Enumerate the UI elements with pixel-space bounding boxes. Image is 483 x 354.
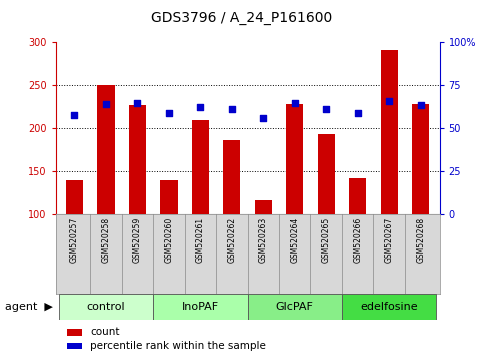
Point bbox=[322, 107, 330, 112]
Bar bbox=[192, 120, 209, 214]
Point bbox=[133, 100, 141, 105]
Point bbox=[228, 107, 236, 112]
Bar bbox=[342, 294, 436, 320]
Point bbox=[291, 100, 298, 105]
Point bbox=[197, 104, 204, 110]
Text: InoPAF: InoPAF bbox=[182, 302, 219, 312]
Point bbox=[165, 110, 173, 116]
Bar bbox=[381, 50, 398, 214]
Text: GSM520260: GSM520260 bbox=[164, 217, 173, 263]
Text: GSM520259: GSM520259 bbox=[133, 217, 142, 263]
Bar bbox=[66, 180, 83, 214]
Point bbox=[102, 102, 110, 107]
Text: GSM520262: GSM520262 bbox=[227, 217, 236, 263]
Bar bbox=[97, 85, 114, 214]
Bar bbox=[59, 294, 153, 320]
Bar bbox=[67, 330, 83, 336]
Point bbox=[385, 98, 393, 104]
Bar bbox=[412, 104, 429, 214]
Text: control: control bbox=[86, 302, 125, 312]
Point bbox=[259, 115, 267, 121]
Bar bbox=[286, 104, 303, 214]
Text: GSM520265: GSM520265 bbox=[322, 217, 331, 263]
Bar bbox=[317, 134, 335, 214]
Text: GSM520267: GSM520267 bbox=[384, 217, 394, 263]
Text: GlcPAF: GlcPAF bbox=[276, 302, 313, 312]
Text: edelfosine: edelfosine bbox=[360, 302, 418, 312]
Text: GDS3796 / A_24_P161600: GDS3796 / A_24_P161600 bbox=[151, 11, 332, 25]
Point bbox=[71, 113, 78, 118]
Point bbox=[354, 110, 362, 116]
Text: GSM520266: GSM520266 bbox=[353, 217, 362, 263]
Bar bbox=[248, 294, 342, 320]
Text: GSM520261: GSM520261 bbox=[196, 217, 205, 263]
Text: GSM520268: GSM520268 bbox=[416, 217, 425, 263]
Bar bbox=[67, 343, 83, 349]
Text: agent  ▶: agent ▶ bbox=[5, 302, 53, 312]
Bar bbox=[129, 105, 146, 214]
Bar bbox=[153, 294, 248, 320]
Text: percentile rank within the sample: percentile rank within the sample bbox=[90, 341, 266, 351]
Text: GSM520258: GSM520258 bbox=[101, 217, 111, 263]
Text: count: count bbox=[90, 327, 120, 337]
Bar bbox=[349, 178, 366, 214]
Text: GSM520257: GSM520257 bbox=[70, 217, 79, 263]
Text: GSM520264: GSM520264 bbox=[290, 217, 299, 263]
Bar bbox=[160, 180, 178, 214]
Point bbox=[417, 102, 425, 108]
Bar bbox=[223, 140, 241, 214]
Text: GSM520263: GSM520263 bbox=[259, 217, 268, 263]
Bar bbox=[255, 200, 272, 214]
